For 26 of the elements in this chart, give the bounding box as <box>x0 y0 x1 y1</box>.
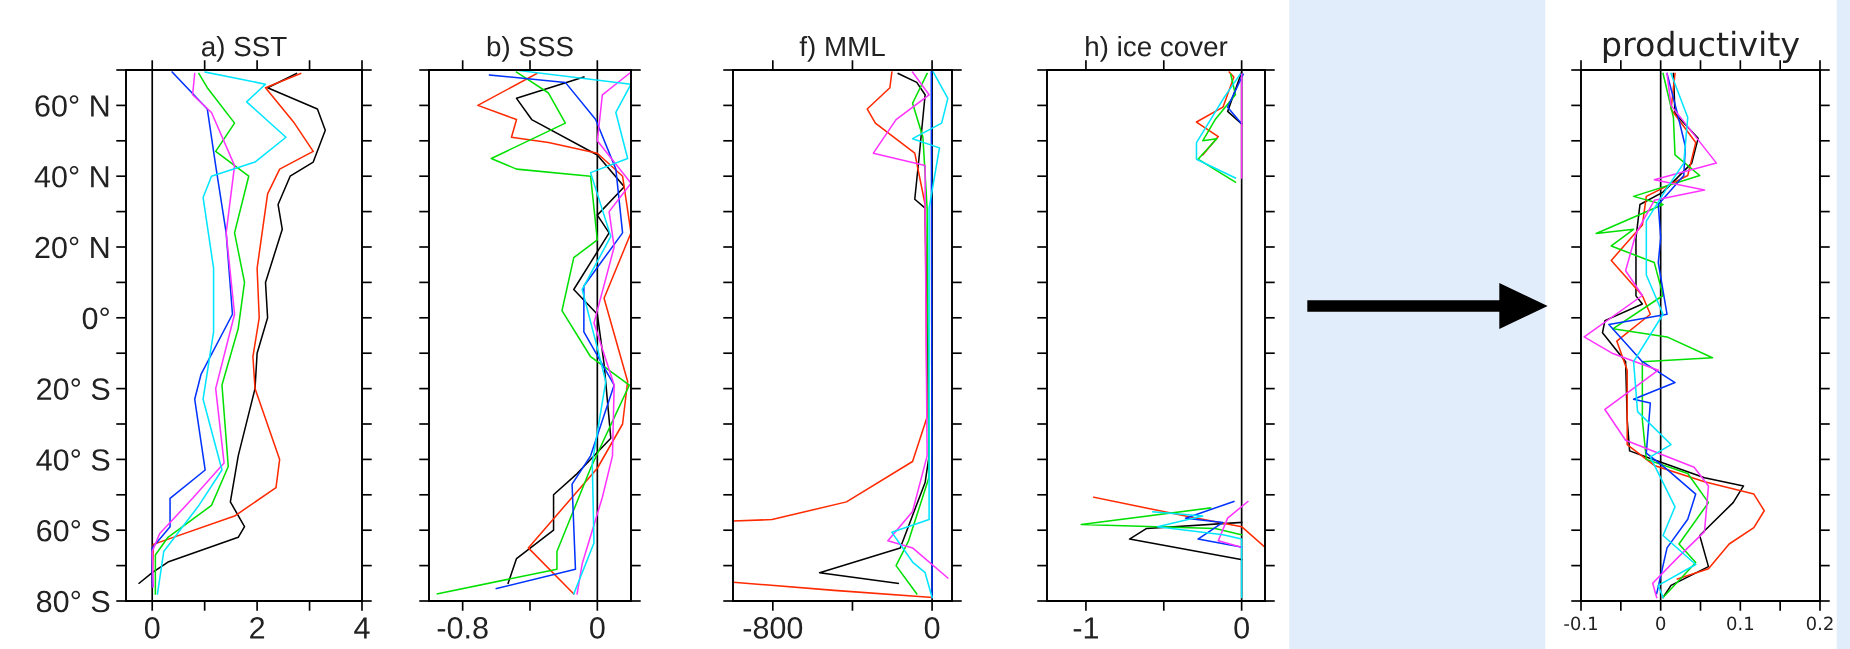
x-tick-label: 0 <box>1234 617 1249 639</box>
x-tick-label: -0.8 <box>437 617 488 639</box>
x-tick-label: 0.1 <box>1727 616 1754 631</box>
y-tick-label: 60° N <box>35 95 109 117</box>
chart-title: b) SSS <box>487 35 573 62</box>
x-tick-label: 2 <box>250 617 265 639</box>
x-tick-label: 0 <box>1656 616 1666 631</box>
y-tick-label: 40° S <box>36 449 110 471</box>
y-tick-label: 60° S <box>37 519 110 542</box>
chart-title: a) SST <box>201 35 287 62</box>
y-tick-label: 20° S <box>37 378 110 400</box>
chart-title: f) MML <box>799 35 885 62</box>
y-tick-label: 0° <box>82 307 109 330</box>
x-tick-label: 0 <box>144 617 160 639</box>
x-tick-label: 0 <box>590 617 605 639</box>
y-tick-label: 40° N <box>34 165 109 188</box>
x-tick-label: -1 <box>1073 617 1099 639</box>
y-tick-label: 20° N <box>35 236 109 259</box>
x-tick-label: -0.1 <box>1564 616 1597 631</box>
x-tick-label: 4 <box>354 617 370 639</box>
x-tick-label: 0 <box>924 617 940 639</box>
chart-title: productivity <box>1603 30 1800 64</box>
chart-title: h) ice cover <box>1086 35 1228 62</box>
x-tick-label: -800 <box>743 617 803 639</box>
y-tick-label: 80° S <box>36 590 110 613</box>
x-tick-label: 0.2 <box>1806 616 1833 631</box>
